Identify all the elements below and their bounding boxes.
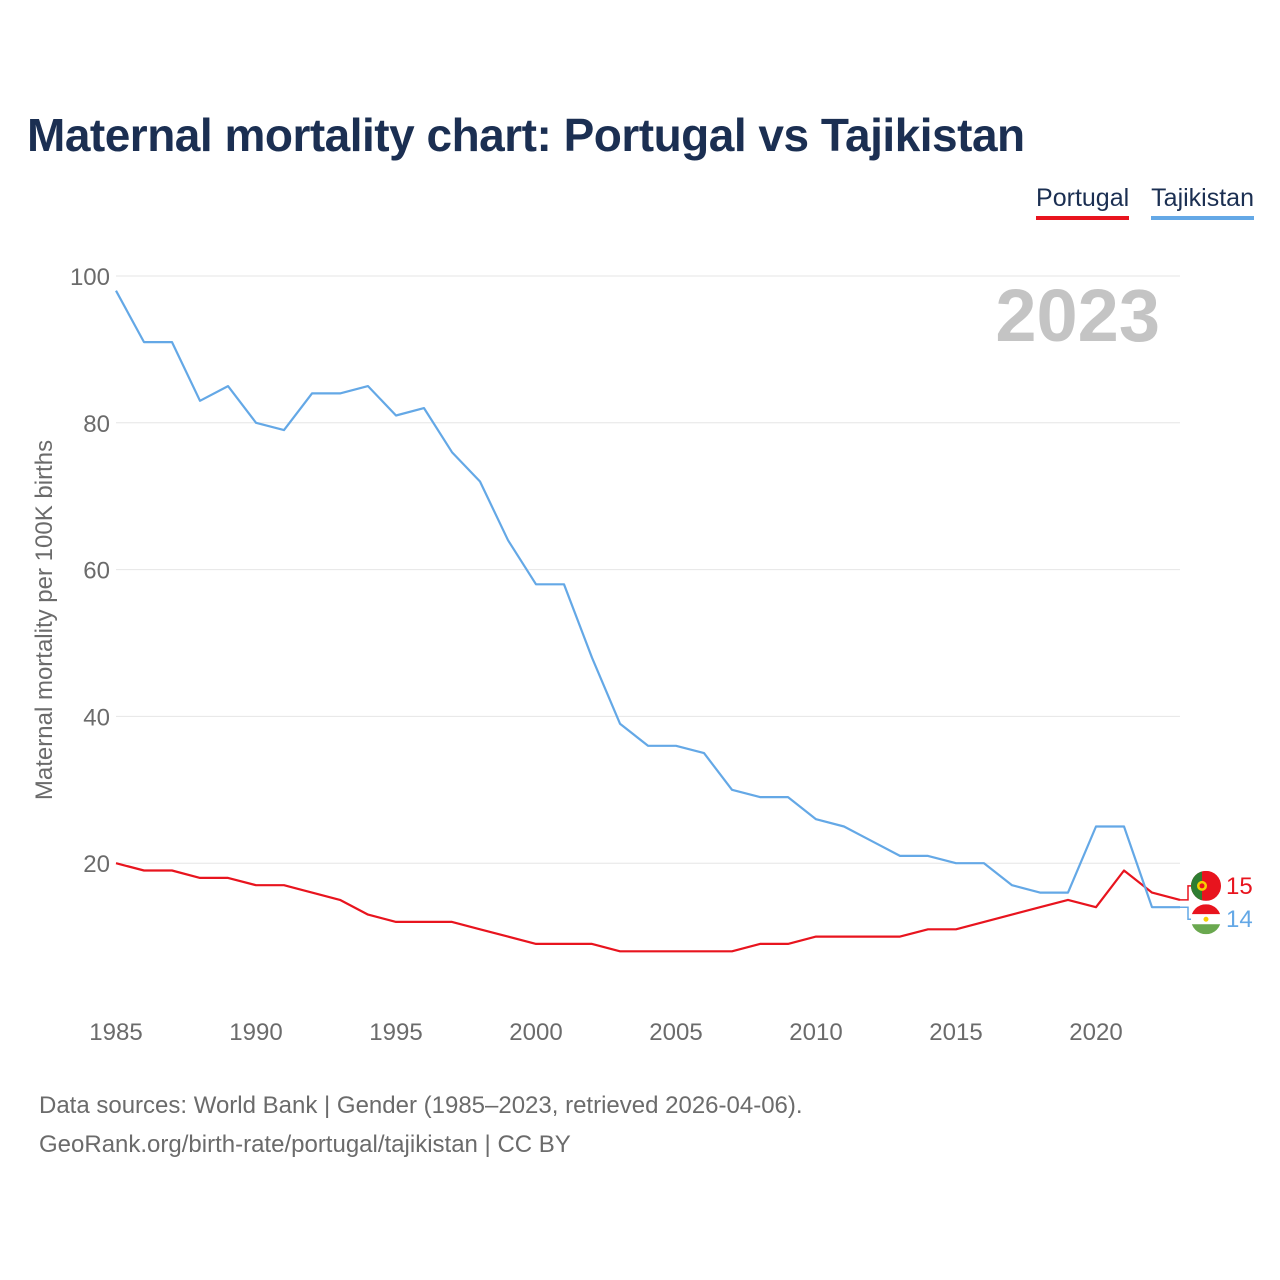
series-lines xyxy=(115,290,1181,953)
line-chart: 20 40 60 80 100 1985 1990 1995 2000 2005 2010 2015… xyxy=(31,264,1253,1046)
connector-portugal xyxy=(1180,885,1192,901)
x-tick-label: 1990 xyxy=(229,1019,282,1046)
y-tick-label: 40 xyxy=(83,704,110,731)
x-tick-label: 2015 xyxy=(929,1019,982,1046)
y-axis-ticks: 20 40 60 80 100 xyxy=(70,264,110,878)
x-axis-ticks: 1985 1990 1995 2000 2005 2010 2015 2020 xyxy=(89,1019,1122,1046)
end-label-tajikistan: 14 xyxy=(1226,906,1253,933)
source-line-1: Data sources: World Bank | Gender (1985–… xyxy=(39,1092,803,1119)
end-label-portugal: 15 xyxy=(1226,873,1253,900)
chart-title: Maternal mortality chart: Portugal vs Ta… xyxy=(27,109,1025,161)
y-axis-label: Maternal mortality per 100K births xyxy=(31,440,58,800)
y-tick-label: 20 xyxy=(83,851,110,878)
x-tick-label: 2005 xyxy=(649,1019,702,1046)
source-note: Data sources: World Bank | Gender (1985–… xyxy=(39,1086,803,1164)
y-tick-label: 100 xyxy=(70,264,110,291)
portugal-flag-icon xyxy=(1191,870,1221,901)
tajikistan-flag-icon xyxy=(1191,904,1221,935)
legend: Portugal Tajikistan xyxy=(1036,184,1254,220)
source-line-2[interactable]: GeoRank.org/birth-rate/portugal/tajikist… xyxy=(39,1131,571,1158)
y-tick-label: 60 xyxy=(83,558,110,585)
x-tick-label: 2010 xyxy=(789,1019,842,1046)
x-tick-label: 1985 xyxy=(89,1019,142,1046)
legend-item-tajikistan[interactable]: Tajikistan xyxy=(1151,184,1254,220)
series-line-portugal[interactable] xyxy=(115,862,1181,953)
connector-tajikistan xyxy=(1180,906,1192,920)
x-tick-label: 2020 xyxy=(1069,1019,1122,1046)
series-line-tajikistan[interactable] xyxy=(115,290,1180,909)
x-tick-label: 1995 xyxy=(369,1019,422,1046)
legend-item-portugal[interactable]: Portugal xyxy=(1036,184,1130,220)
year-watermark: 2023 xyxy=(995,274,1160,357)
gridlines xyxy=(116,275,1180,864)
y-tick-label: 80 xyxy=(83,411,110,438)
x-tick-label: 2000 xyxy=(509,1019,562,1046)
